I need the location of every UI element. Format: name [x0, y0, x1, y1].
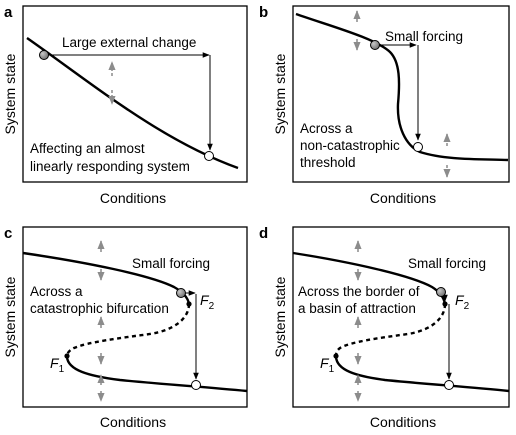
bifurcation-point-f1 — [333, 353, 339, 359]
x-axis-label: Conditions — [370, 414, 436, 430]
y-axis-label: System state — [272, 53, 288, 134]
annotation-line: linearly responding system — [30, 159, 190, 174]
plot-frame — [292, 5, 510, 183]
x-axis-label: Conditions — [100, 414, 166, 430]
forcing-label: Small forcing — [132, 256, 210, 271]
x-axis-label: Conditions — [370, 190, 436, 206]
initial-state-marker — [436, 287, 446, 297]
forcing-label: Large external change — [62, 35, 196, 50]
final-state-marker — [191, 380, 201, 390]
annotation-line: a basin of attraction — [298, 301, 416, 316]
y-axis-label: System state — [2, 53, 18, 134]
panel-label: d — [259, 225, 268, 242]
lower-stable-branch — [334, 356, 510, 393]
panel-label: c — [4, 225, 12, 242]
bifurcation-point-f2 — [186, 301, 192, 307]
bifurcation-point-f2 — [442, 301, 448, 307]
initial-state-marker — [370, 40, 380, 50]
final-state-marker — [444, 380, 454, 390]
annotation-line: Across the border of — [298, 284, 420, 299]
plot-frame — [22, 5, 248, 183]
panel-d: d System state Conditions F2 F1 Small fo… — [259, 225, 510, 430]
annotation-line: non-catastrophic — [300, 138, 400, 153]
annotation-line: Across a — [30, 284, 83, 299]
final-state-marker — [413, 142, 423, 152]
unstable-branch — [334, 303, 447, 358]
bifurcation-point-f1 — [64, 353, 70, 359]
y-axis-label: System state — [272, 276, 288, 357]
panel-b: b System state Conditions Small forcing … — [259, 4, 510, 206]
panel-c: c System state Conditions F2 F1 Small fo… — [2, 225, 248, 430]
annotation-line: catastrophic bifurcation — [30, 301, 169, 316]
forcing-label: Small forcing — [385, 29, 463, 44]
f1-label: F1 — [320, 355, 335, 375]
upper-stable-branch — [22, 251, 191, 305]
equilibrium-curve — [295, 12, 509, 162]
initial-state-marker — [39, 50, 49, 60]
annotation-line: Affecting an almost — [30, 141, 145, 156]
panel-a: a System state Conditions Large external… — [2, 4, 248, 206]
f1-label: F1 — [50, 355, 65, 375]
initial-state-marker — [176, 288, 186, 298]
f2-label: F2 — [200, 292, 215, 312]
unstable-branch — [65, 303, 191, 358]
annotation-line: threshold — [300, 155, 356, 170]
panel-label: b — [259, 4, 268, 21]
y-axis-label: System state — [2, 276, 18, 357]
panel-label: a — [4, 4, 13, 21]
forcing-label: Small forcing — [408, 256, 486, 271]
plot-frame — [292, 226, 510, 408]
plot-frame — [22, 226, 248, 408]
lower-stable-branch — [65, 356, 248, 393]
annotation-line: Across a — [300, 121, 353, 136]
f2-label: F2 — [455, 292, 470, 312]
final-state-marker — [204, 151, 214, 161]
x-axis-label: Conditions — [100, 190, 166, 206]
